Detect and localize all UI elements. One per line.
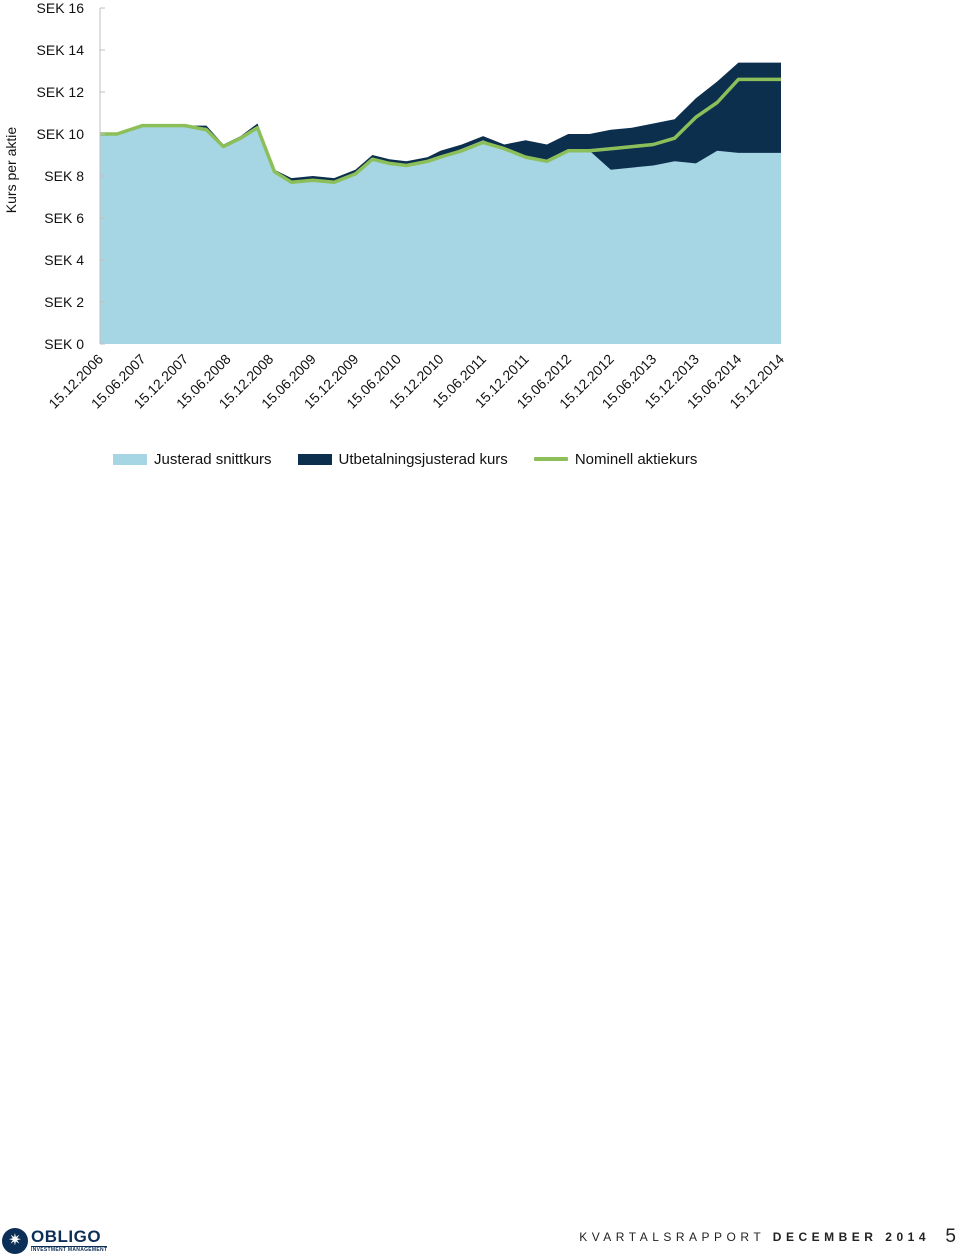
y-tick-label: SEK 8 <box>44 168 84 184</box>
legend-label-utbetalning: Utbetalningsjusterad kurs <box>338 450 508 468</box>
y-tick-label: SEK 2 <box>44 294 84 310</box>
y-tick-label: SEK 10 <box>37 126 85 142</box>
series-area-justerad <box>100 125 781 344</box>
chart: SEK 0 SEK 2 SEK 4 SEK 6 SEK 8 SEK 10 SEK 12 SEK… <box>3 0 787 412</box>
series-line-nominell <box>100 77 781 185</box>
legend: Justerad snittkurs Utbetalningsjusterad … <box>113 449 723 469</box>
legend-label-nominell: Nominell aktiekurs <box>574 450 698 468</box>
obligo-logo: ✷ OBLIGO INVESTMENT MANAGEMENT <box>2 1227 108 1254</box>
compass-icon: ✷ <box>2 1228 28 1254</box>
y-tick-label: SEK 16 <box>37 0 85 16</box>
legend-item-nominell: Nominell aktiekurs <box>533 450 698 468</box>
y-tick-label: SEK 14 <box>37 42 85 58</box>
y-tick-label: SEK 4 <box>44 252 84 268</box>
y-tick-label: SEK 6 <box>44 210 84 226</box>
legend-label-justerad: Justerad snittkurs <box>154 450 272 468</box>
legend-swatch-justerad <box>113 453 147 465</box>
page-number: 5 <box>945 1226 956 1247</box>
y-tick-label: SEK 0 <box>44 336 84 352</box>
legend-item-justerad: Justerad snittkurs <box>113 451 272 468</box>
report-period: DECEMBER 2014 <box>772 1230 930 1244</box>
legend-swatch-nominell <box>533 457 568 461</box>
y-tick-label: SEK 12 <box>37 84 85 100</box>
y-axis-title: Kurs per aktie <box>3 127 19 214</box>
report-label: KVARTALSRAPPORT <box>579 1230 765 1244</box>
logo-subtitle: INVESTMENT MANAGEMENT <box>31 1246 108 1253</box>
report-title: KVARTALSRAPPORT DECEMBER 2014 <box>579 1230 930 1244</box>
legend-swatch-utbetalning <box>297 453 332 465</box>
footer: ✷ OBLIGO INVESTMENT MANAGEMENT KVARTALSR… <box>0 1222 960 1259</box>
logo-name: OBLIGO <box>31 1227 102 1246</box>
legend-item-utbetalning: Utbetalningsjusterad kurs <box>297 450 508 468</box>
